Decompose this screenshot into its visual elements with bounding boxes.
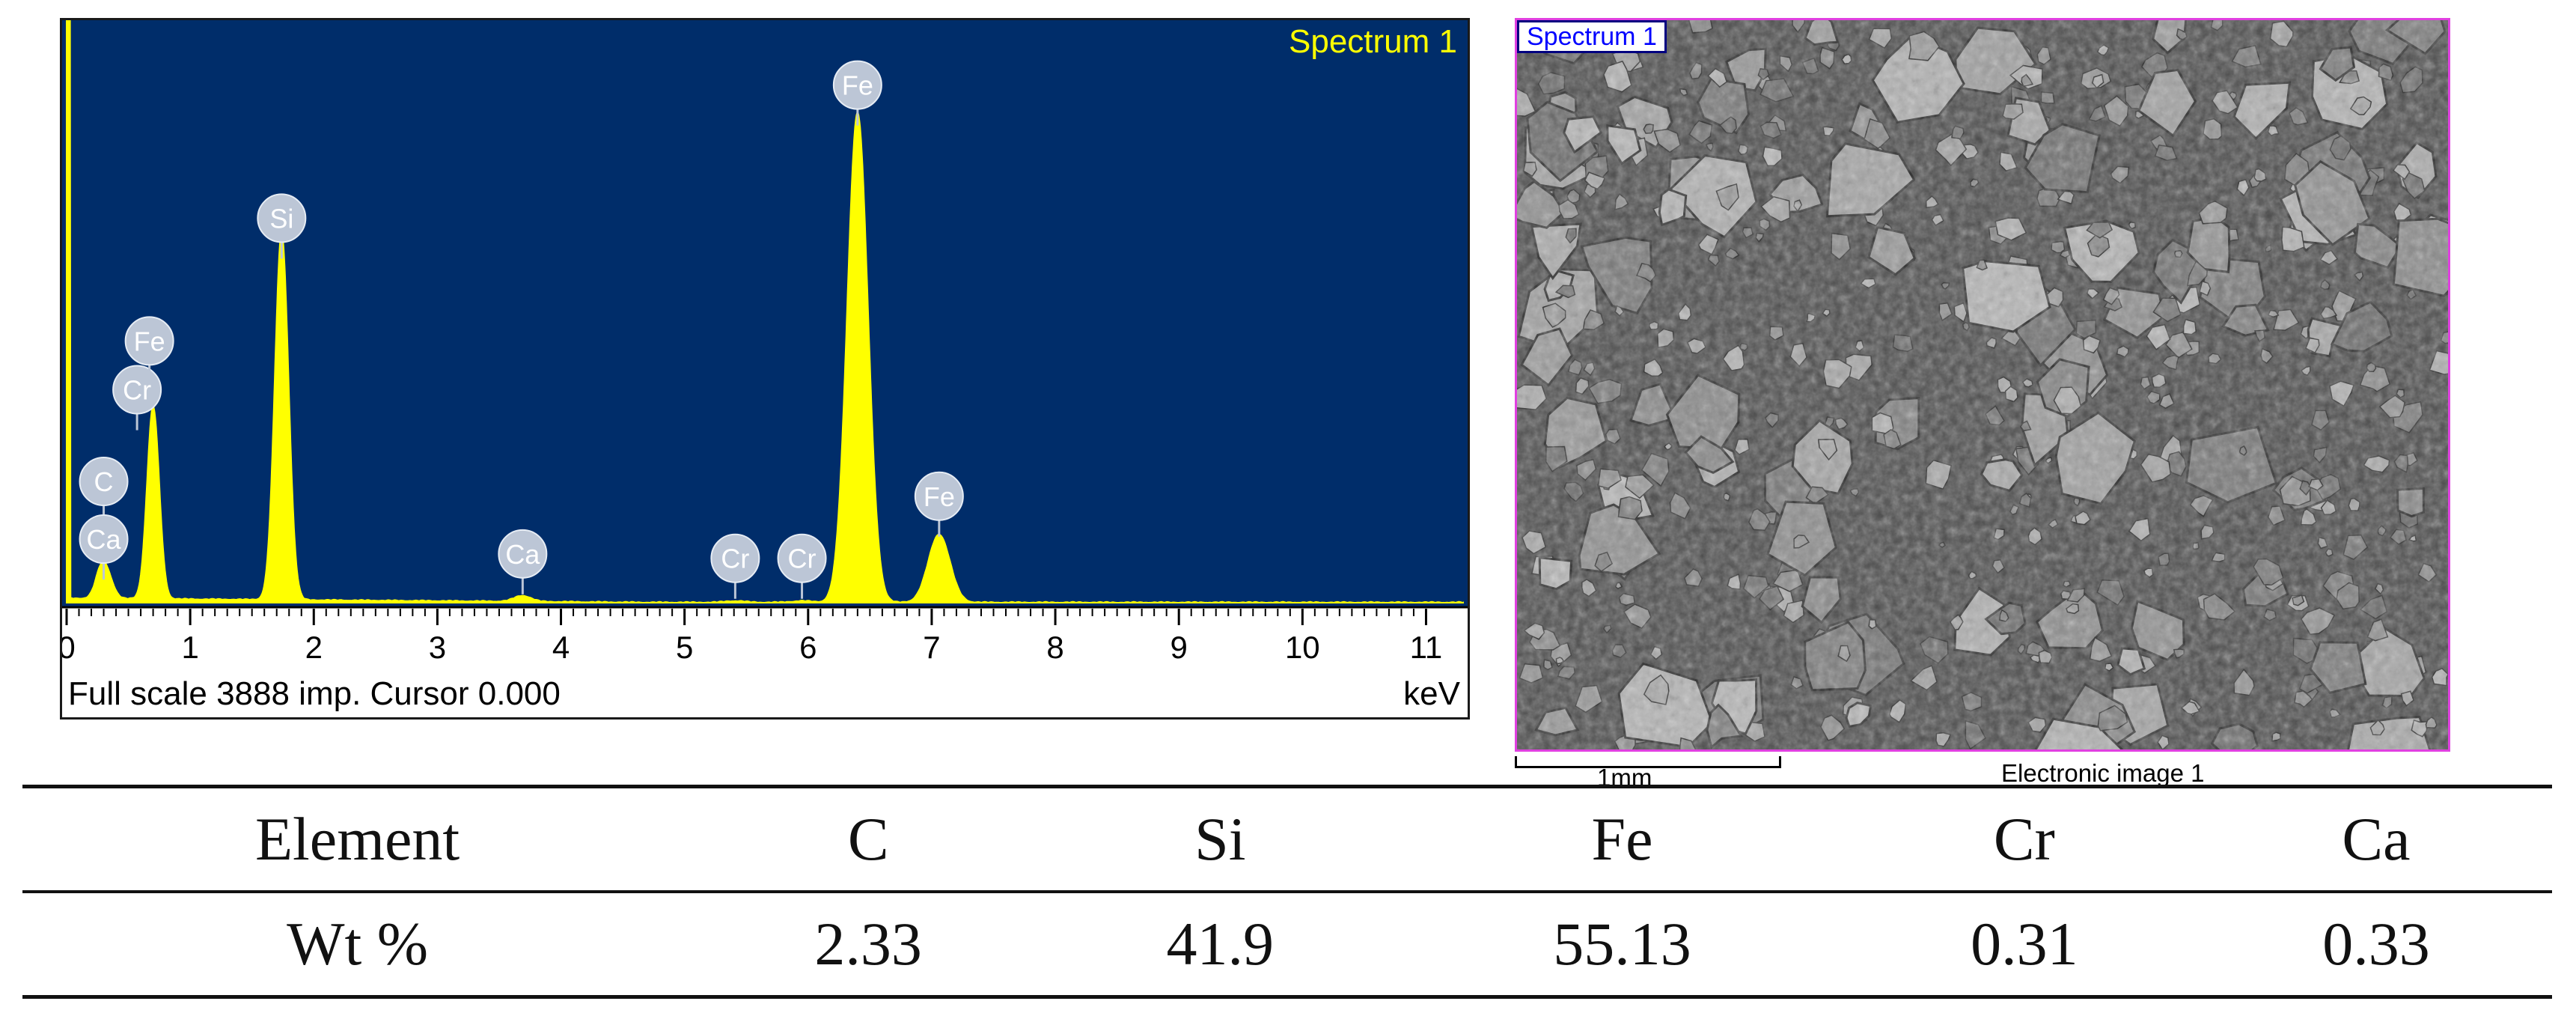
value-si: 41.9 <box>1166 910 1275 978</box>
table-header-row: Element C Si Fe Cr Ca <box>22 786 2552 892</box>
marker-label: Fe <box>134 326 165 356</box>
marker-label: Cr <box>788 544 817 574</box>
x-axis-unit: keV <box>1403 675 1460 712</box>
marker-badge <box>498 529 548 579</box>
plot-background <box>62 20 1468 607</box>
image-caption: Electronic image 1 <box>2001 759 2205 787</box>
header-cr: Cr <box>1993 805 2055 873</box>
peak-marker-cr: Cr <box>710 533 760 599</box>
x-tick-label: 10 <box>1285 630 1320 665</box>
marker-label: Fe <box>924 481 955 512</box>
peak-marker-ca: Ca <box>79 514 129 580</box>
eds-spectrum-chart: 0 1 2 3 4 5 6 7 8 9 10 11 C Ca Cr Fe Si Ca Cr Cr Fe Fe <box>62 20 1468 665</box>
scale-bar-label: 1mm <box>1597 764 1652 791</box>
peak-marker-fe: Fe <box>914 471 964 537</box>
header-element: Element <box>254 805 460 873</box>
x-tick-label: 0 <box>62 630 76 665</box>
marker-badge <box>914 471 964 521</box>
marker-label: Fe <box>842 70 873 101</box>
composition-table: Element C Si Fe Cr Ca Wt % 2.33 41.9 55.… <box>22 785 2552 999</box>
header-fe: Fe <box>1591 805 1653 873</box>
marker-badge <box>124 316 174 366</box>
marker-badge <box>832 60 882 110</box>
marker-label: Si <box>269 203 293 234</box>
x-tick-label: 9 <box>1171 630 1188 665</box>
table-row: Wt % 2.33 41.9 55.13 0.31 0.33 <box>22 892 2552 997</box>
marker-label: Ca <box>505 539 540 570</box>
x-tick-label: 8 <box>1046 630 1063 665</box>
marker-badge <box>257 193 307 243</box>
value-fe: 55.13 <box>1553 910 1691 978</box>
x-tick-label: 7 <box>923 630 940 665</box>
value-ca: 0.33 <box>2322 910 2430 978</box>
marker-label: C <box>94 466 114 497</box>
sem-micrograph-panel: Spectrum 1 1mm Electronic image 1 <box>1515 18 2450 791</box>
eds-spectrum-panel: 0 1 2 3 4 5 6 7 8 9 10 11 C Ca Cr Fe Si Ca Cr Cr Fe Fe Spect… <box>60 18 1470 720</box>
x-tick-label: 5 <box>676 630 693 665</box>
peak-marker-c: C <box>79 457 129 523</box>
x-tick-label: 4 <box>552 630 570 665</box>
value-c: 2.33 <box>814 910 922 978</box>
x-tick-label: 3 <box>429 630 446 665</box>
scale-bar <box>1515 756 1781 768</box>
x-tick-label: 6 <box>799 630 817 665</box>
peak-marker-fe: Fe <box>832 60 882 126</box>
full-scale-readout: Full scale 3888 imp. Cursor 0.000 <box>68 675 561 712</box>
marker-badge <box>777 533 827 583</box>
marker-label: Cr <box>721 544 749 574</box>
header-si: Si <box>1194 805 1246 873</box>
marker-label: Ca <box>87 524 122 555</box>
header-ca: Ca <box>2342 805 2411 873</box>
particle-texture <box>1517 20 2448 749</box>
x-tick-label: 11 <box>1410 630 1443 665</box>
peak-marker-cr: Cr <box>777 533 827 599</box>
value-cr: 0.31 <box>1971 910 2078 978</box>
peak-marker-ca: Ca <box>498 529 548 594</box>
peak-marker-si: Si <box>257 193 307 259</box>
row-label: Wt % <box>287 910 429 978</box>
spectrum-title: Spectrum 1 <box>1289 23 1457 60</box>
marker-badge <box>710 533 760 583</box>
header-c: C <box>847 805 889 873</box>
marker-badge <box>79 514 129 565</box>
spectrum-area-tag: Spectrum 1 <box>1517 20 1667 53</box>
peak-marker-fe: Fe <box>124 316 174 382</box>
sem-image: Spectrum 1 <box>1515 18 2450 752</box>
marker-label: Cr <box>123 375 151 406</box>
x-tick-label: 2 <box>305 630 323 665</box>
x-tick-label: 1 <box>181 630 198 665</box>
spectrum-trace <box>66 20 1464 604</box>
marker-badge <box>79 457 129 507</box>
